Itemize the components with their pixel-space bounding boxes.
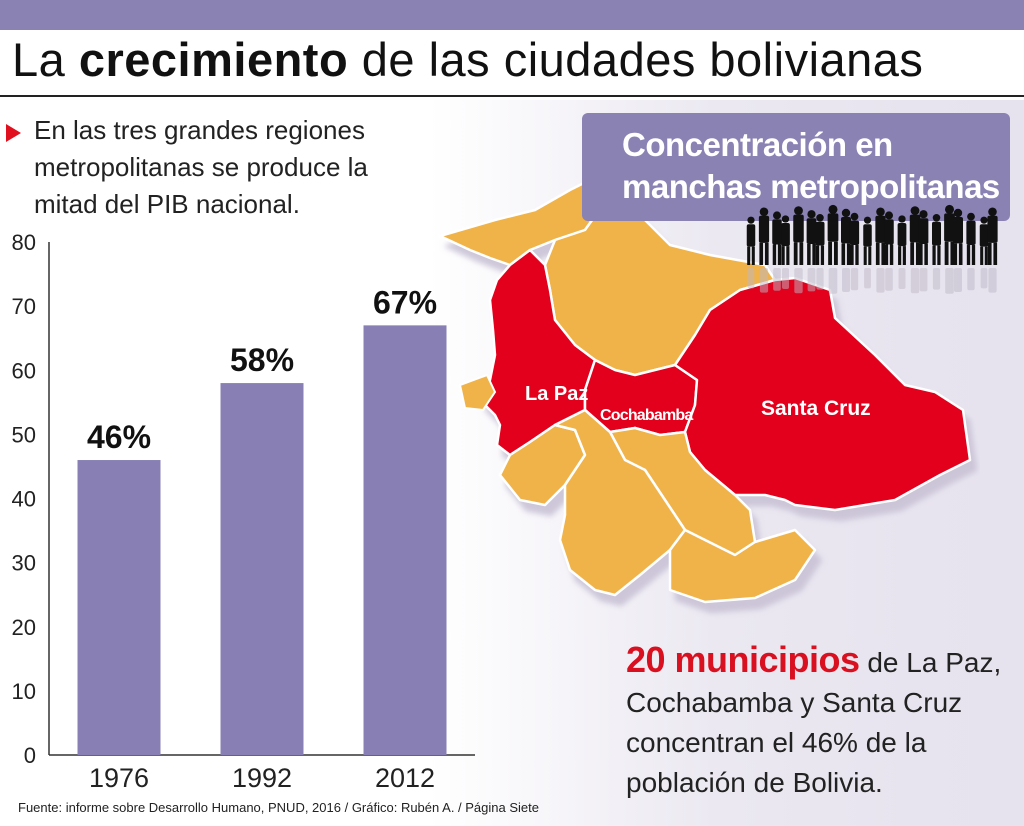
map-region-potosi	[553, 408, 687, 597]
map-title: Concentración en manchas metropolitanas	[622, 126, 1000, 205]
page-title: La crecimiento de las ciudades boliviana…	[12, 28, 923, 92]
bar-value-label: 58%	[230, 342, 294, 378]
map-region-santa-cruz	[673, 276, 972, 512]
x-category-label: 2012	[375, 763, 435, 793]
y-tick-label: 70	[12, 294, 36, 319]
bar-value-label: 46%	[87, 419, 151, 455]
y-tick-label: 10	[12, 679, 36, 704]
bar-value-label: 67%	[373, 284, 437, 320]
map-title-box	[582, 113, 1010, 221]
bar-chart: 0 10 20 30 40 50 60 70 80 46% 1976 58% 1992 67% 2012	[12, 230, 475, 793]
map-label-la-paz: La Paz	[525, 383, 588, 405]
top-band	[0, 0, 1024, 30]
map-label-santa-cruz: Santa Cruz	[761, 397, 871, 420]
title-emphasis: crecimiento	[78, 33, 349, 86]
title-prefix: La	[12, 33, 79, 86]
note-highlight: 20 municipios	[626, 639, 860, 680]
y-tick-label: 80	[12, 230, 36, 255]
x-category-label: 1976	[89, 763, 149, 793]
x-category-label: 1992	[232, 763, 292, 793]
bar	[363, 325, 447, 755]
bullet-arrow-icon	[6, 124, 21, 142]
map-region-lake-titicaca	[458, 373, 497, 412]
bar	[220, 383, 304, 755]
source-credit: Fuente: informe sobre Desarrollo Humano,…	[18, 800, 539, 815]
y-tick-label: 50	[12, 422, 36, 447]
y-tick-label: 60	[12, 358, 36, 383]
y-tick-label: 40	[12, 487, 36, 512]
bolivia-map: La Paz Cochabamba Santa Cruz	[438, 173, 972, 604]
title-divider	[0, 95, 1024, 97]
y-tick-label: 0	[24, 743, 36, 768]
note-text: de La Paz, Cochabamba y Santa Cruz conce…	[626, 647, 1002, 798]
population-note: 20 municipios de La Paz, Cochabamba y Sa…	[626, 640, 1016, 803]
y-tick-label: 20	[12, 615, 36, 640]
bar	[77, 460, 161, 755]
title-suffix: de las ciudades bolivianas	[348, 33, 924, 86]
y-tick-label: 30	[12, 551, 36, 576]
crowd-silhouette-icon	[746, 204, 998, 294]
intro-text: En las tres grandes regiones metropolita…	[34, 115, 368, 219]
map-label-cochabamba: Cochabamba	[600, 407, 693, 424]
map-region-tarija	[668, 528, 817, 604]
